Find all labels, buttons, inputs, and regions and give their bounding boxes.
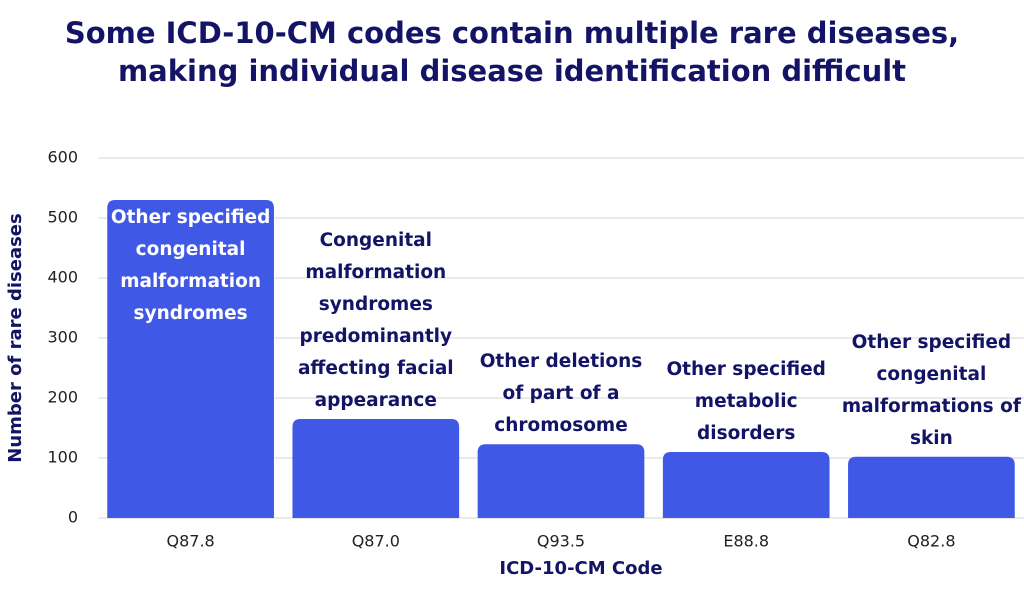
x-tick-label: Q87.0 [352,532,400,551]
y-tick-label: 600 [47,148,78,167]
x-tick-label: Q82.8 [907,532,955,551]
y-tick-label: 500 [47,208,78,227]
chart-title: Some ICD-10-CM codes contain multiple ra… [64,16,960,88]
y-tick-label: 0 [68,508,78,527]
y-tick-label: 300 [47,328,78,347]
bar-annotation: Other specified congenital malformation … [110,207,271,324]
bar-annotation: Other deletions of part of a chromosome [479,351,643,437]
bar-annotation: Congenital malformation syndromes predom… [297,230,454,411]
bar-annotation: Other specified congenital malformations… [841,331,1021,449]
y-tick-label: 400 [47,268,78,287]
x-axis-label: ICD-10-CM Code [499,558,662,579]
bar [107,200,274,518]
x-tick-label: E88.8 [723,532,769,551]
x-tick-label: Q87.8 [166,532,214,551]
bar [662,452,830,518]
y-tick-label: 100 [47,448,78,467]
y-tick-label: 200 [47,388,78,407]
x-tick-label: Q93.5 [537,532,585,551]
bar [477,444,645,518]
bar [292,419,460,518]
bar [848,456,1015,518]
bar-annotation: Other specified metabolic disorders [666,359,826,444]
y-axis-label: Number of rare diseases [5,213,26,462]
